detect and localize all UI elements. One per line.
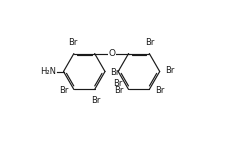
Text: Br: Br [68, 38, 78, 47]
Text: H₂N: H₂N [40, 67, 56, 76]
Text: O: O [108, 49, 115, 58]
Text: Br: Br [109, 68, 119, 77]
Text: Br: Br [154, 86, 163, 95]
Text: Br: Br [90, 96, 100, 105]
Text: Br: Br [164, 66, 174, 75]
Text: Br: Br [145, 38, 154, 47]
Text: Br: Br [113, 79, 122, 88]
Text: Br: Br [59, 86, 69, 95]
Text: Br: Br [113, 86, 123, 95]
